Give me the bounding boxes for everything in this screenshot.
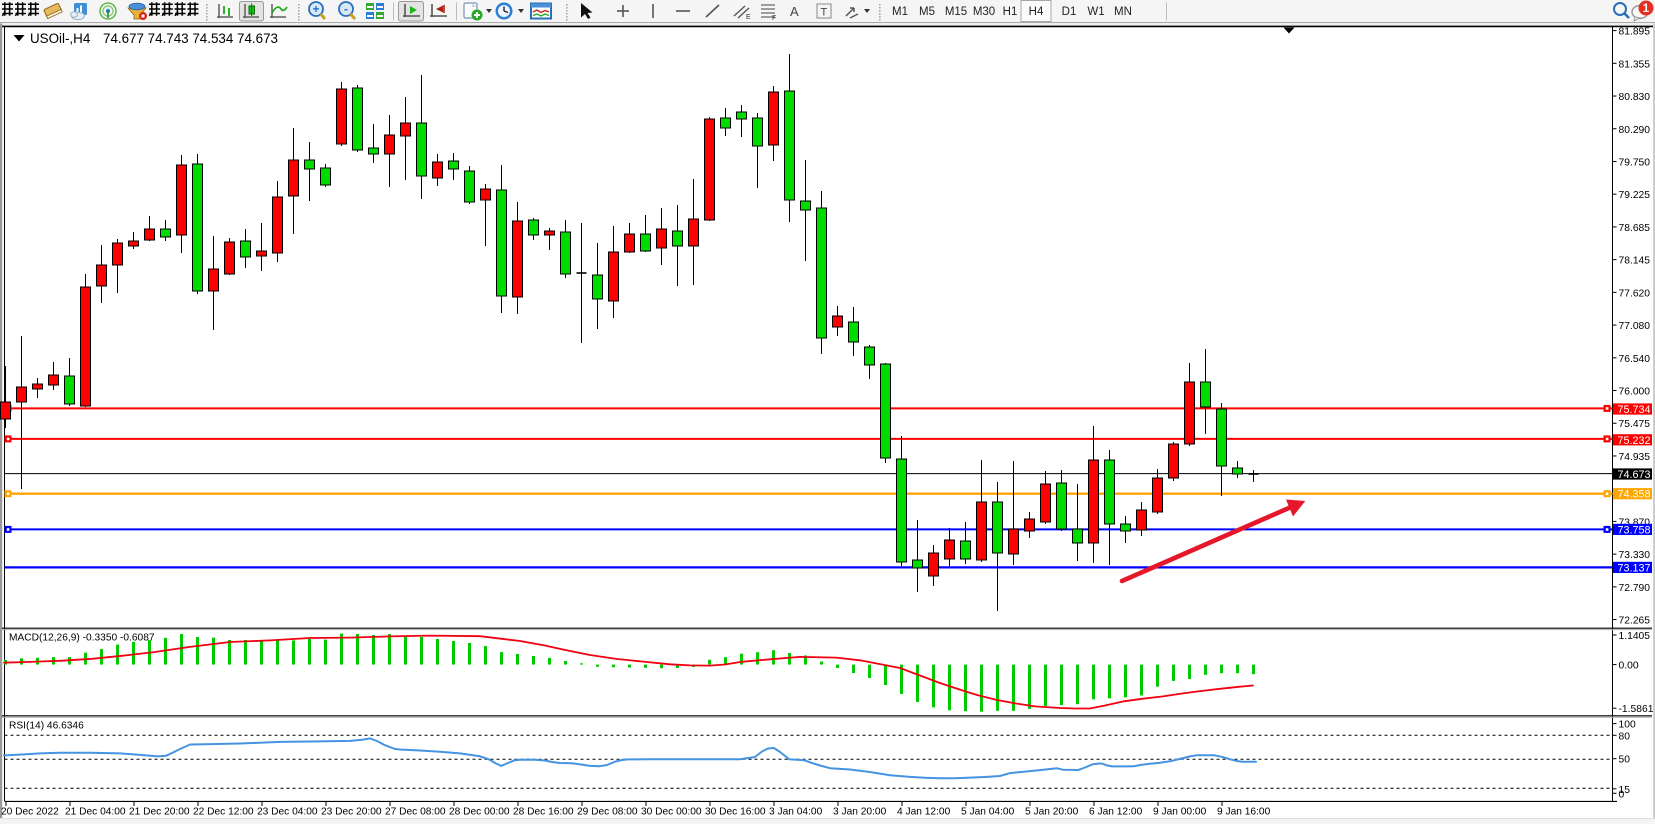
svg-text:E: E <box>746 14 751 21</box>
svg-text:5 Jan 04:00: 5 Jan 04:00 <box>961 807 1015 818</box>
svg-text:74.677 74.743 74.534 74.673: 74.677 74.743 74.534 74.673 <box>103 31 278 46</box>
svg-text:9 Jan 00:00: 9 Jan 00:00 <box>1153 807 1207 818</box>
svg-text:30 Dec 00:00: 30 Dec 00:00 <box>641 807 702 818</box>
svg-text:H1: H1 <box>1003 6 1018 18</box>
svg-text:21 Dec 20:00: 21 Dec 20:00 <box>129 807 190 818</box>
svg-text:30 Dec 16:00: 30 Dec 16:00 <box>705 807 766 818</box>
svg-text:-: - <box>344 2 348 16</box>
svg-text:T: T <box>821 7 828 19</box>
svg-text:74.935: 74.935 <box>1619 452 1651 463</box>
svg-text:F: F <box>772 15 776 22</box>
svg-text:5 Jan 20:00: 5 Jan 20:00 <box>1025 807 1079 818</box>
svg-text:-1.5861: -1.5861 <box>1619 704 1654 715</box>
svg-text:M15: M15 <box>945 6 967 18</box>
svg-text:73.137: 73.137 <box>1618 562 1651 574</box>
svg-text:M1: M1 <box>892 6 908 18</box>
svg-text:9 Jan 16:00: 9 Jan 16:00 <box>1217 807 1271 818</box>
svg-text:3 Jan 20:00: 3 Jan 20:00 <box>833 807 887 818</box>
svg-text:28 Dec 16:00: 28 Dec 16:00 <box>513 807 574 818</box>
svg-text:H4: H4 <box>1029 6 1044 18</box>
svg-text:RSI(14) 46.6346: RSI(14) 46.6346 <box>9 721 84 732</box>
svg-text:D1: D1 <box>1062 6 1077 18</box>
svg-text:M5: M5 <box>919 6 935 18</box>
svg-text:81.355: 81.355 <box>1619 59 1651 70</box>
svg-text:73.758: 73.758 <box>1618 524 1651 536</box>
svg-text:+: + <box>312 2 319 16</box>
svg-text:80.830: 80.830 <box>1619 92 1651 103</box>
svg-text:77.080: 77.080 <box>1619 321 1651 332</box>
svg-text:74.358: 74.358 <box>1618 489 1651 501</box>
svg-text:29 Dec 08:00: 29 Dec 08:00 <box>577 807 638 818</box>
svg-text:79.750: 79.750 <box>1619 157 1651 168</box>
svg-text:20 Dec 2022: 20 Dec 2022 <box>1 807 59 818</box>
svg-text:21 Dec 04:00: 21 Dec 04:00 <box>65 807 126 818</box>
svg-text:80: 80 <box>1619 731 1631 742</box>
svg-text:23 Dec 20:00: 23 Dec 20:00 <box>321 807 382 818</box>
svg-text:80.290: 80.290 <box>1619 125 1651 136</box>
svg-text:28 Dec 00:00: 28 Dec 00:00 <box>449 807 510 818</box>
svg-text:USOil-,H4: USOil-,H4 <box>30 31 91 46</box>
svg-text:78.685: 78.685 <box>1619 223 1651 234</box>
svg-text:0: 0 <box>1619 789 1625 800</box>
svg-text:6 Jan 12:00: 6 Jan 12:00 <box>1089 807 1143 818</box>
svg-text:22 Dec 12:00: 22 Dec 12:00 <box>193 807 254 818</box>
svg-text:1.1405: 1.1405 <box>1619 631 1651 642</box>
svg-text:MN: MN <box>1114 6 1132 18</box>
svg-text:100: 100 <box>1619 720 1636 731</box>
svg-text:75.734: 75.734 <box>1618 404 1651 416</box>
svg-text:27 Dec 08:00: 27 Dec 08:00 <box>385 807 446 818</box>
svg-text:W1: W1 <box>1087 6 1104 18</box>
svg-text:3 Jan 04:00: 3 Jan 04:00 <box>769 807 823 818</box>
svg-text:76.540: 76.540 <box>1619 354 1651 365</box>
svg-text:50: 50 <box>1619 755 1631 766</box>
svg-text:78.145: 78.145 <box>1619 256 1651 267</box>
svg-text:A: A <box>790 4 799 19</box>
svg-text:81.895: 81.895 <box>1619 27 1651 38</box>
svg-text:74.673: 74.673 <box>1618 469 1651 481</box>
svg-text:76.000: 76.000 <box>1619 387 1651 398</box>
svg-text:15: 15 <box>1619 785 1631 796</box>
svg-text:23 Dec 04:00: 23 Dec 04:00 <box>257 807 318 818</box>
svg-text:MACD(12,26,9) -0.3350 -0.6087: MACD(12,26,9) -0.3350 -0.6087 <box>9 633 155 644</box>
svg-text:75.232: 75.232 <box>1618 435 1651 447</box>
svg-text:79.225: 79.225 <box>1619 190 1651 201</box>
svg-text:0.00: 0.00 <box>1619 661 1639 672</box>
svg-text:72.265: 72.265 <box>1619 616 1651 627</box>
svg-text:77.620: 77.620 <box>1619 288 1651 299</box>
svg-text:75.475: 75.475 <box>1619 419 1651 430</box>
svg-text:1: 1 <box>1643 3 1650 15</box>
svg-text:4 Jan 12:00: 4 Jan 12:00 <box>897 807 951 818</box>
svg-text:M30: M30 <box>973 6 995 18</box>
svg-text:73.870: 73.870 <box>1619 517 1651 528</box>
svg-text:73.330: 73.330 <box>1619 550 1651 561</box>
svg-text:72.790: 72.790 <box>1619 583 1651 594</box>
